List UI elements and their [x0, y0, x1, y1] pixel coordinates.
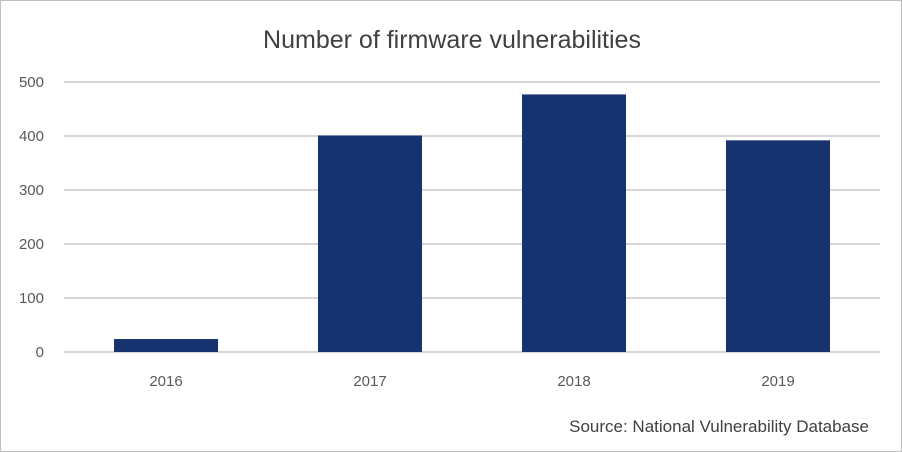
x-tick-label: 2016	[149, 373, 182, 390]
x-tick-label: 2017	[353, 373, 386, 390]
y-tick-label: 300	[19, 182, 44, 199]
y-tick-label: 0	[36, 344, 44, 361]
y-tick-label: 200	[19, 236, 44, 253]
bar-2016	[114, 339, 218, 352]
y-tick-label: 400	[19, 128, 44, 145]
chart-title: Number of firmware vulnerabilities	[263, 26, 641, 54]
bar-2017	[318, 135, 422, 352]
source-note: Source: National Vulnerability Database	[569, 417, 869, 436]
x-tick-label: 2018	[557, 373, 590, 390]
y-tick-label: 100	[19, 290, 44, 307]
y-tick-label: 500	[19, 74, 44, 91]
bar-2018	[522, 94, 626, 353]
bar-2019	[726, 140, 830, 352]
x-tick-label: 2019	[761, 373, 794, 390]
